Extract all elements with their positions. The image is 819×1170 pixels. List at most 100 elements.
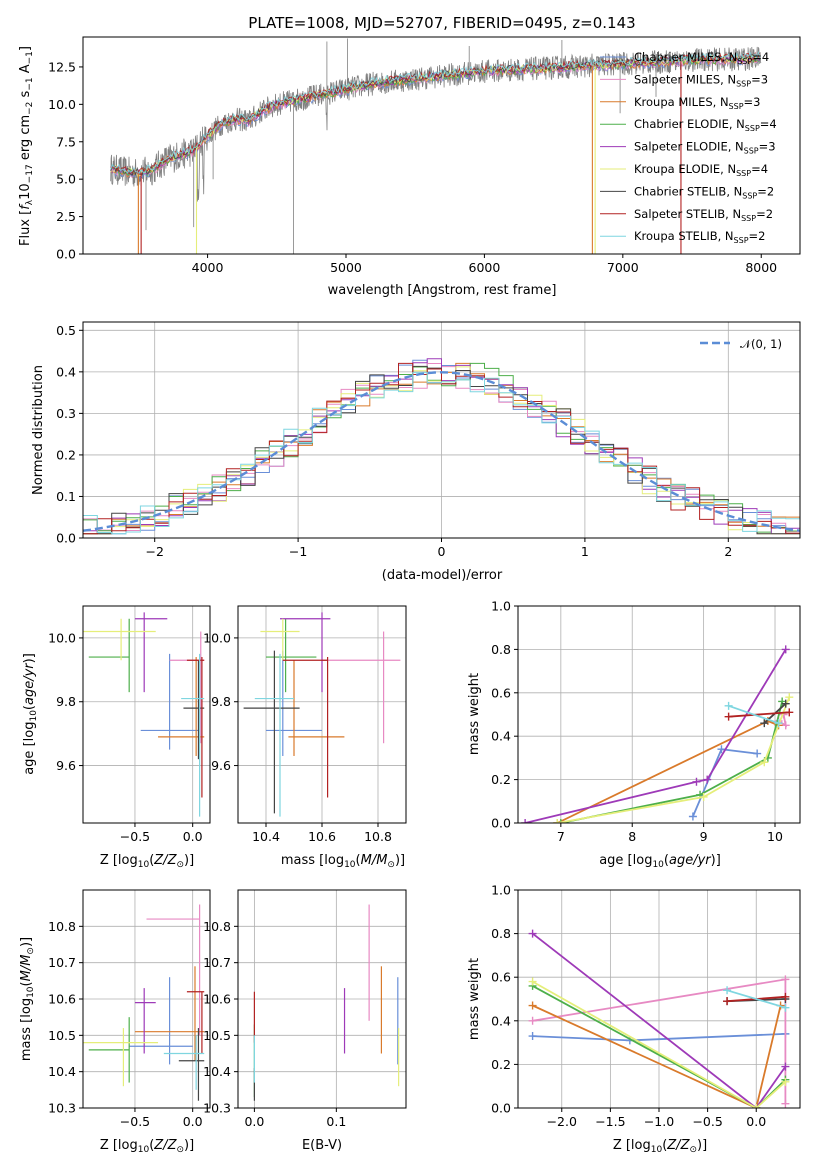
label-part: )] [184, 1138, 194, 1153]
legend-label-tail: =4 [751, 162, 768, 176]
y-tick-label: 10.8 [203, 919, 231, 934]
label-part: s [18, 90, 33, 101]
label-part: mass [log [19, 998, 34, 1061]
plots-layer: 4000 5000 6000 7000 80000.02.55.07.510.012.5… [18, 36, 801, 1155]
legend-label-tail: =3 [759, 140, 776, 154]
x-tick-label: 0.0 [183, 829, 203, 844]
legend-label-sub: SSP [742, 191, 757, 200]
label-part: Z [log [100, 853, 138, 868]
series-point-marker [774, 719, 783, 728]
legend-label-tail: =2 [757, 184, 774, 198]
label-part: λ [25, 199, 35, 205]
series-point-marker [785, 693, 794, 702]
label-part: )] [19, 937, 34, 947]
zage-plot [83, 612, 205, 817]
series-point-marker [724, 701, 733, 710]
spectrum-y-axis-label: Flux [fλ10−17 erg cm−2 s−1 A−1] [18, 46, 35, 246]
y-tick-label: 10.7 [48, 955, 76, 970]
x-tick-label: 10 [767, 829, 783, 844]
legend-label: Kroupa STELIB, NSSP=2 [634, 229, 765, 245]
x-tick-label: −0.5 [692, 1114, 722, 1129]
legend-label-sub: SSP [729, 102, 744, 111]
label-part: mass weight [467, 958, 482, 1040]
y-tick-label: 12.5 [48, 59, 76, 74]
spectrum-x-axis-label: wavelength [Angstrom, rest frame] [328, 283, 557, 298]
series-line-kroupa-elodie [532, 980, 787, 1108]
label-part: age [log [22, 722, 37, 775]
massage-frame [237, 605, 407, 824]
label-part: ( [149, 1138, 154, 1153]
x-tick-label: −0.5 [120, 1114, 150, 1129]
y-tick-label: 9.6 [56, 758, 76, 773]
y-tick-label: 10.5 [203, 1028, 231, 1043]
x-tick-label: 5000 [330, 260, 362, 275]
ebvmass-axes: 0.0 0.1 10.3 10.4 10.5 10.6 10.7 10.8 [203, 890, 406, 1129]
series-point-marker [760, 719, 769, 728]
x-tick-label: −0.5 [120, 829, 150, 844]
label-part: )] [184, 853, 194, 868]
x-tick-label: 4000 [192, 260, 224, 275]
hist-y-axis-label: Normed distribution [31, 365, 46, 495]
x-tick-label: 10.8 [364, 829, 392, 844]
zage-frame [82, 605, 211, 824]
x-tick-label: 7 [557, 829, 565, 844]
label-part: (data-model)/error [382, 568, 503, 583]
legend-label-text: Salpeter STELIB, N [634, 207, 741, 221]
series-point-marker [528, 929, 537, 938]
label-part: 10 [26, 986, 36, 998]
x-tick-label: 9 [700, 829, 708, 844]
ebvmass-plot [253, 904, 400, 1101]
series-line-kroupa-stelib [726, 989, 786, 1009]
series-point-marker [703, 775, 712, 784]
zweight-x-axis-label: Z [log10(Z/Z⊙)] [613, 1138, 707, 1155]
zage-axes: −0.5 0.0 9.6 9.8 10.0 [48, 606, 210, 844]
y-tick-label: 0.6 [491, 685, 511, 700]
label-part: 10 [18, 183, 33, 200]
series-point-marker [781, 992, 790, 1001]
label-part: ( [356, 853, 361, 868]
zmass-axes: −0.5 0.0 10.3 10.4 10.5 10.6 10.7 10.8 [48, 890, 210, 1129]
label-part: ⊙ [689, 1145, 697, 1155]
series-point-marker [781, 1062, 790, 1071]
massage-axes: 10.4 10.6 10.8 9.6 9.8 10.0 [203, 606, 406, 844]
x-tick-label: 1 [581, 544, 589, 559]
series-point-marker [528, 1016, 537, 1025]
zweight-axes: −2.0 −1.5 −1.0 −0.5 0.0 0.0 0.2 0.4 0.6 0.8 1.0 [491, 883, 800, 1129]
zage-x-axis-label: Z [log10(Z/Z⊙)] [100, 853, 194, 870]
label-part: Z [log [100, 1138, 138, 1153]
label-part: 10 [138, 1145, 150, 1155]
label-part: wavelength [Angstrom, rest frame] [328, 283, 557, 298]
ageweight-plot [521, 645, 794, 823]
legend-label-text: Kroupa ELODIE, N [634, 162, 736, 176]
model-line-salpeter-stelib [110, 51, 761, 175]
series-point-marker [528, 1001, 537, 1010]
series-point-marker [692, 777, 701, 786]
label-part: ⊙ [176, 860, 184, 870]
x-tick-label: 2 [724, 544, 732, 559]
label-part: )] [395, 853, 405, 868]
label-part: A [18, 64, 33, 77]
x-tick-label: −2.0 [547, 1114, 577, 1129]
legend-label: Chabrier MILES, NSSP=4 [634, 50, 769, 66]
label-part: Normed distribution [31, 365, 46, 495]
label-part: Flux [ [18, 210, 33, 246]
y-tick-label: 10.0 [48, 97, 76, 112]
y-tick-label: 2.5 [56, 209, 76, 224]
massage-x-axis-label: mass [log10(M/M⊙)] [281, 853, 405, 870]
label-part: 10 [29, 710, 39, 722]
series-point-marker [723, 986, 732, 995]
y-tick-label: 0.8 [491, 642, 511, 657]
hist-plot [83, 358, 800, 535]
label-part: −2 [25, 102, 35, 115]
label-part: f [18, 203, 33, 210]
label-part: Z [log [613, 1138, 651, 1153]
zmass-x-axis-label: Z [log10(Z/Z⊙)] [100, 1138, 194, 1155]
series-point-marker [781, 975, 790, 984]
y-tick-label: 0.0 [56, 247, 76, 262]
y-tick-label: 10.3 [48, 1101, 76, 1116]
spectrum-frame [82, 36, 801, 255]
label-part: age/yr [669, 853, 712, 868]
y-tick-label: 0.4 [56, 364, 76, 379]
zweight-frame [517, 889, 801, 1109]
y-tick-label: 0.4 [491, 729, 511, 744]
